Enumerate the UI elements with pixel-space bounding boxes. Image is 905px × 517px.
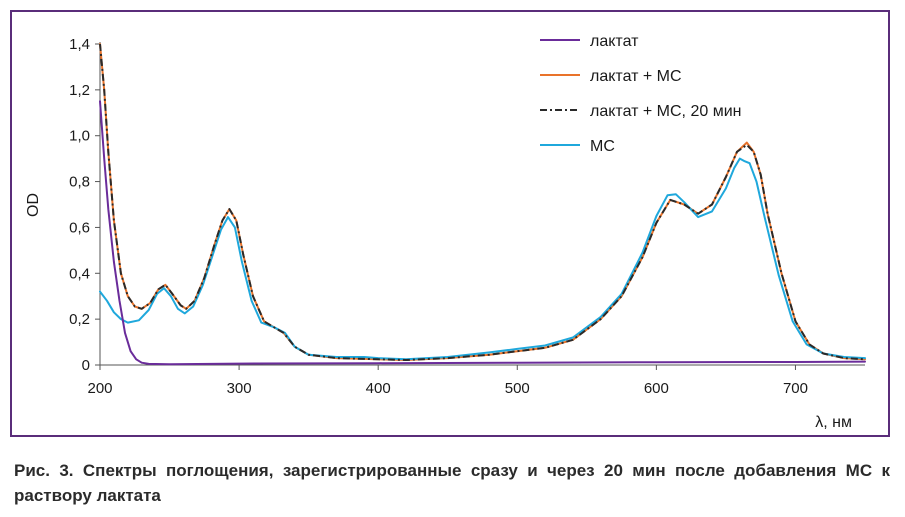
- y-tick-label: 0,8: [69, 174, 90, 191]
- legend-label-3: МС: [590, 138, 615, 155]
- x-tick-label: 600: [644, 380, 669, 397]
- y-tick-label: 1,0: [69, 128, 90, 145]
- legend: лактат лактат + МС лактат + МС, 20 мин МС: [540, 33, 741, 155]
- chart-frame: [10, 10, 890, 437]
- axes: 200 300 400 500 600 700 0 0,2 0,4 0,6 0,8 1,0 1,2 1,4: [69, 36, 865, 397]
- y-tick-label: 0: [82, 357, 90, 374]
- x-tick-label: 400: [366, 380, 391, 397]
- figure-caption: Рис. 3. Спектры поглощения, зарегистриро…: [14, 461, 890, 505]
- y-tick-label: 0,4: [69, 265, 90, 282]
- series-line-2: [99, 43, 866, 361]
- legend-label-2: лактат + МС, 20 мин: [590, 103, 741, 120]
- absorption-spectra-chart: 200 300 400 500 600 700 0 0,2 0,4 0,6 0,8 1,0 1,2 1,4…: [25, 33, 866, 431]
- series-line-3: [99, 157, 866, 361]
- y-axis-label: OD: [25, 193, 42, 217]
- y-tick-label: 1,4: [69, 36, 90, 53]
- legend-label-0: лактат: [590, 33, 639, 50]
- x-tick-label: 300: [227, 380, 252, 397]
- x-tick-label: 200: [87, 380, 112, 397]
- x-axis-label: λ, нм: [815, 414, 852, 431]
- x-tick-label: 500: [505, 380, 530, 397]
- legend-label-1: лактат + МС: [590, 68, 682, 85]
- series-line-0: [99, 100, 866, 366]
- series-line-1: [99, 43, 866, 361]
- series-layer: [99, 43, 866, 366]
- y-tick-label: 0,6: [69, 219, 90, 236]
- y-tick-label: 0,2: [69, 311, 90, 328]
- y-tick-label: 1,2: [69, 82, 90, 99]
- x-tick-label: 700: [783, 380, 808, 397]
